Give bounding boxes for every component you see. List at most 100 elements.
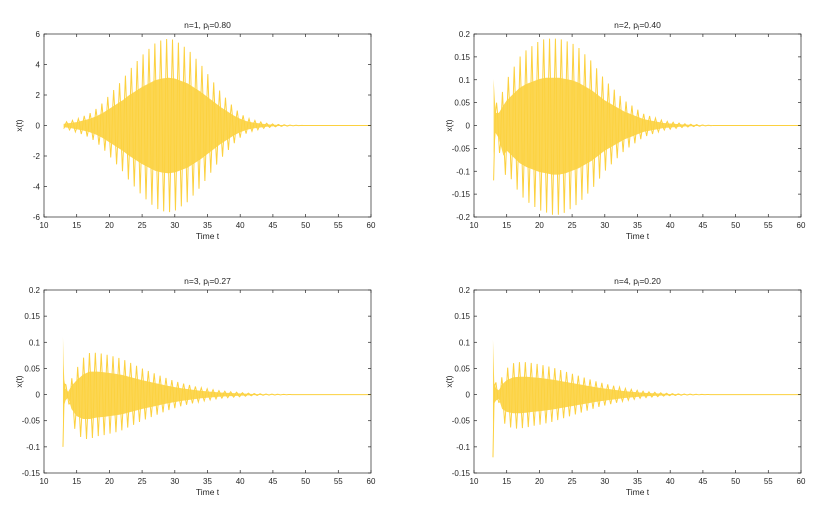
subplot-title: n=3, pl=0.27 xyxy=(184,276,231,288)
x-tick-label: 20 xyxy=(535,477,544,486)
subplot-2: 10 15 20 25 30 35 40 45 50 55 60 -0.2 -0.15 -0.1 -0.05… xyxy=(444,20,806,241)
y-tick-label: -6 xyxy=(33,213,41,222)
x-tick-label: 60 xyxy=(797,221,806,230)
y-tick-label: 4 xyxy=(36,61,41,70)
y-tick-label: -0.15 xyxy=(452,469,471,478)
subplot-title: n=2, pl=0.40 xyxy=(614,20,661,32)
y-tick-label: -0.15 xyxy=(22,469,41,478)
x-tick-label: 20 xyxy=(535,221,544,230)
y-tick-label: 0.05 xyxy=(454,364,470,373)
y-tick-label: 0.2 xyxy=(29,286,41,295)
y-tick-label: 0 xyxy=(466,122,471,131)
y-tick-label: 0.15 xyxy=(454,312,470,321)
y-tick-label: -0.05 xyxy=(452,144,471,153)
y-axis-label: x(t) xyxy=(444,375,454,387)
title-subscript: l xyxy=(638,26,639,32)
x-tick-label: 40 xyxy=(236,477,245,486)
x-tick-label: 35 xyxy=(203,477,212,486)
y-tick-label: 0.2 xyxy=(459,30,471,39)
x-tick-label: 30 xyxy=(600,221,609,230)
x-tick-label: 50 xyxy=(731,221,740,230)
x-tick-label: 35 xyxy=(203,221,212,230)
title-suffix: =0.20 xyxy=(639,276,661,286)
x-tick-label: 35 xyxy=(633,221,642,230)
x-tick-label: 55 xyxy=(334,477,343,486)
signal-density xyxy=(63,77,371,174)
x-tick-label: 45 xyxy=(268,477,277,486)
subplot-3: 10 15 20 25 30 35 40 45 50 55 60 -0.15 -0.1 -0.05 0 0.0… xyxy=(14,276,376,497)
signal-density xyxy=(62,337,371,424)
x-tick-label: 10 xyxy=(470,221,479,230)
y-tick-label: 0.05 xyxy=(454,99,470,108)
y-tick-label: 0.05 xyxy=(24,364,40,373)
x-tick-label: 50 xyxy=(301,221,310,230)
y-tick-label: 2 xyxy=(36,91,41,100)
y-tick-label: -0.05 xyxy=(22,417,41,426)
x-tick-label: 25 xyxy=(568,477,577,486)
title-prefix: n=4, p xyxy=(614,276,638,286)
y-tick-label: 6 xyxy=(36,30,41,39)
x-tick-label: 30 xyxy=(170,221,179,230)
title-subscript: l xyxy=(208,282,209,288)
x-tick-label: 10 xyxy=(40,477,49,486)
x-axis-label: Time t xyxy=(196,487,220,497)
x-tick-label: 45 xyxy=(268,221,277,230)
x-axis-label: Time t xyxy=(196,231,220,241)
y-tick-label: 0 xyxy=(36,122,41,131)
signal-density xyxy=(492,339,801,430)
x-tick-label: 25 xyxy=(138,221,147,230)
x-tick-label: 55 xyxy=(764,477,773,486)
title-suffix: =0.27 xyxy=(209,276,231,286)
x-tick-label: 15 xyxy=(502,221,511,230)
y-tick-label: 0.15 xyxy=(24,312,40,321)
x-tick-label: 40 xyxy=(236,221,245,230)
y-tick-label: -4 xyxy=(33,183,41,192)
x-tick-label: 15 xyxy=(72,477,81,486)
y-axis-label: x(t) xyxy=(14,119,24,131)
x-tick-label: 25 xyxy=(138,477,147,486)
x-tick-label: 10 xyxy=(470,477,479,486)
subplot-4: 10 15 20 25 30 35 40 45 50 55 60 -0.15 -0.1 -0.05 0 0.0… xyxy=(444,276,806,497)
x-tick-label: 35 xyxy=(633,477,642,486)
title-prefix: n=2, p xyxy=(614,20,638,30)
y-tick-label: -0.15 xyxy=(452,190,471,199)
subplot-title: n=4, pl=0.20 xyxy=(614,276,661,288)
y-tick-label: 0.1 xyxy=(459,338,471,347)
y-tick-label: 0 xyxy=(36,391,41,400)
x-tick-label: 60 xyxy=(367,477,376,486)
signal-density xyxy=(493,77,801,175)
x-tick-label: 15 xyxy=(502,477,511,486)
x-tick-label: 25 xyxy=(568,221,577,230)
title-prefix: n=3, p xyxy=(184,276,208,286)
x-tick-label: 40 xyxy=(666,477,675,486)
y-tick-label: -0.05 xyxy=(452,417,471,426)
y-tick-label: 0 xyxy=(466,391,471,400)
y-axis-label: x(t) xyxy=(14,375,24,387)
x-tick-label: 15 xyxy=(72,221,81,230)
y-tick-label: -0.1 xyxy=(26,443,40,452)
y-tick-label: -0.1 xyxy=(456,443,470,452)
y-tick-label: 0.1 xyxy=(29,338,41,347)
y-axis-label: x(t) xyxy=(444,119,454,131)
y-tick-label: 0.1 xyxy=(459,76,471,85)
x-tick-label: 60 xyxy=(367,221,376,230)
x-tick-label: 30 xyxy=(170,477,179,486)
subplot-1: 10 15 20 25 30 35 40 45 50 55 60 -6 -4 -2 0 2 4 6 Time t x(… xyxy=(14,20,376,241)
x-tick-label: 55 xyxy=(334,221,343,230)
title-suffix: =0.40 xyxy=(639,20,661,30)
y-tick-label: -0.2 xyxy=(456,213,470,222)
x-tick-label: 45 xyxy=(698,221,707,230)
y-tick-label: 0.2 xyxy=(459,286,471,295)
x-tick-label: 30 xyxy=(600,477,609,486)
y-tick-label: 0.15 xyxy=(454,53,470,62)
x-tick-label: 20 xyxy=(105,477,114,486)
subplot-title: n=1, pl=0.80 xyxy=(184,20,231,32)
x-tick-label: 60 xyxy=(797,477,806,486)
y-tick-label: -2 xyxy=(33,152,41,161)
x-axis-label: Time t xyxy=(626,487,650,497)
y-tick-label: -0.1 xyxy=(456,167,470,176)
x-tick-label: 50 xyxy=(301,477,310,486)
title-subscript: l xyxy=(638,282,639,288)
x-tick-label: 20 xyxy=(105,221,114,230)
